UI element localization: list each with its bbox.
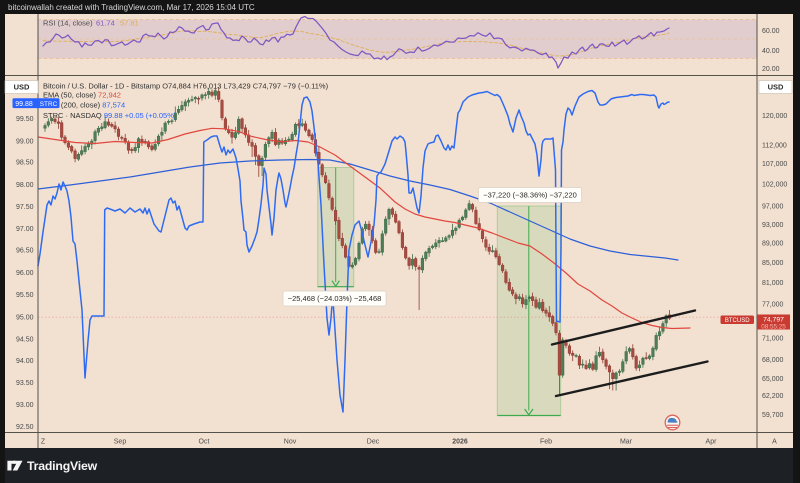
svg-text:98.50: 98.50 xyxy=(16,160,34,167)
svg-text:A: A xyxy=(772,438,777,445)
svg-text:Apr: Apr xyxy=(706,438,718,445)
svg-text:−37,220 (−38.36%) −37,220: −37,220 (−38.36%) −37,220 xyxy=(483,191,577,200)
svg-text:RSI (14, close): RSI (14, close) xyxy=(43,19,93,28)
svg-text:2026: 2026 xyxy=(452,438,468,445)
svg-text:107,000: 107,000 xyxy=(762,161,787,168)
svg-text:94.50: 94.50 xyxy=(16,336,34,343)
svg-text:59,700: 59,700 xyxy=(762,412,784,419)
svg-text:60.00: 60.00 xyxy=(762,28,780,35)
svg-text:Dec: Dec xyxy=(367,438,380,445)
svg-text:97.50: 97.50 xyxy=(16,204,34,211)
svg-text:−25,468 (−24.03%) −25,468: −25,468 (−24.03%) −25,468 xyxy=(288,294,382,303)
svg-text:96.50: 96.50 xyxy=(16,248,34,255)
svg-text:95.00: 95.00 xyxy=(16,314,34,321)
svg-text:BTCUSD: BTCUSD xyxy=(725,318,750,324)
svg-text:STRC: STRC xyxy=(40,101,58,108)
svg-text:40.00: 40.00 xyxy=(762,48,780,55)
svg-text:62,200: 62,200 xyxy=(762,393,784,400)
svg-text:96.00: 96.00 xyxy=(16,270,34,277)
svg-text:112,000: 112,000 xyxy=(762,142,787,149)
svg-text:USD: USD xyxy=(14,83,30,92)
svg-text:99.00: 99.00 xyxy=(16,138,34,145)
svg-text:99.88: 99.88 xyxy=(15,101,33,108)
svg-text:85,000: 85,000 xyxy=(762,260,784,267)
svg-text:bitcoinwallah created with Tra: bitcoinwallah created with TradingView.c… xyxy=(8,3,255,12)
svg-text:Nov: Nov xyxy=(284,438,297,445)
svg-text:08:55:25: 08:55:25 xyxy=(761,323,786,330)
svg-text:93.50: 93.50 xyxy=(16,380,34,387)
svg-text:89,000: 89,000 xyxy=(762,241,784,248)
svg-text:STRC · NASDAQ 99.88 +0.05 (+0: STRC · NASDAQ 99.88 +0.05 (+0.05%) xyxy=(43,111,177,120)
svg-text:95.50: 95.50 xyxy=(16,292,34,299)
svg-text:20.00: 20.00 xyxy=(762,66,780,73)
svg-text:Mar: Mar xyxy=(620,438,633,445)
svg-text:61.74: 61.74 xyxy=(96,19,115,28)
svg-text:EMA (50, close) 72,942: EMA (50, close) 72,942 xyxy=(43,91,121,100)
svg-text:USD: USD xyxy=(768,83,784,92)
svg-text:93,000: 93,000 xyxy=(762,222,784,229)
svg-text:65,000: 65,000 xyxy=(762,376,784,383)
svg-text:97.00: 97.00 xyxy=(16,226,34,233)
svg-text:74,797: 74,797 xyxy=(763,316,784,323)
svg-text:102,000: 102,000 xyxy=(762,182,787,189)
svg-text:68,000: 68,000 xyxy=(762,357,784,364)
svg-text:57.81: 57.81 xyxy=(120,19,139,28)
svg-text:71,000: 71,000 xyxy=(762,336,784,343)
svg-text:97,000: 97,000 xyxy=(762,203,784,210)
svg-text:Feb: Feb xyxy=(540,438,552,445)
svg-text:TradingView: TradingView xyxy=(27,459,98,473)
svg-text:77,000: 77,000 xyxy=(762,302,784,309)
svg-text:Bitcoin / U.S. Dollar - 1D - B: Bitcoin / U.S. Dollar - 1D - Bitstamp O7… xyxy=(43,82,329,91)
svg-text:93.00: 93.00 xyxy=(16,402,34,409)
svg-text:81,000: 81,000 xyxy=(762,280,784,287)
svg-text:Z: Z xyxy=(41,438,46,445)
svg-text:EMA (200, close) 87,574: EMA (200, close) 87,574 xyxy=(43,101,125,110)
svg-text:Sep: Sep xyxy=(114,438,127,445)
svg-text:99.50: 99.50 xyxy=(16,116,34,123)
svg-text:92.50: 92.50 xyxy=(16,424,34,431)
svg-text:94.00: 94.00 xyxy=(16,358,34,365)
svg-text:98.00: 98.00 xyxy=(16,182,34,189)
svg-text:120,000: 120,000 xyxy=(762,113,787,120)
svg-text:Oct: Oct xyxy=(199,438,210,445)
